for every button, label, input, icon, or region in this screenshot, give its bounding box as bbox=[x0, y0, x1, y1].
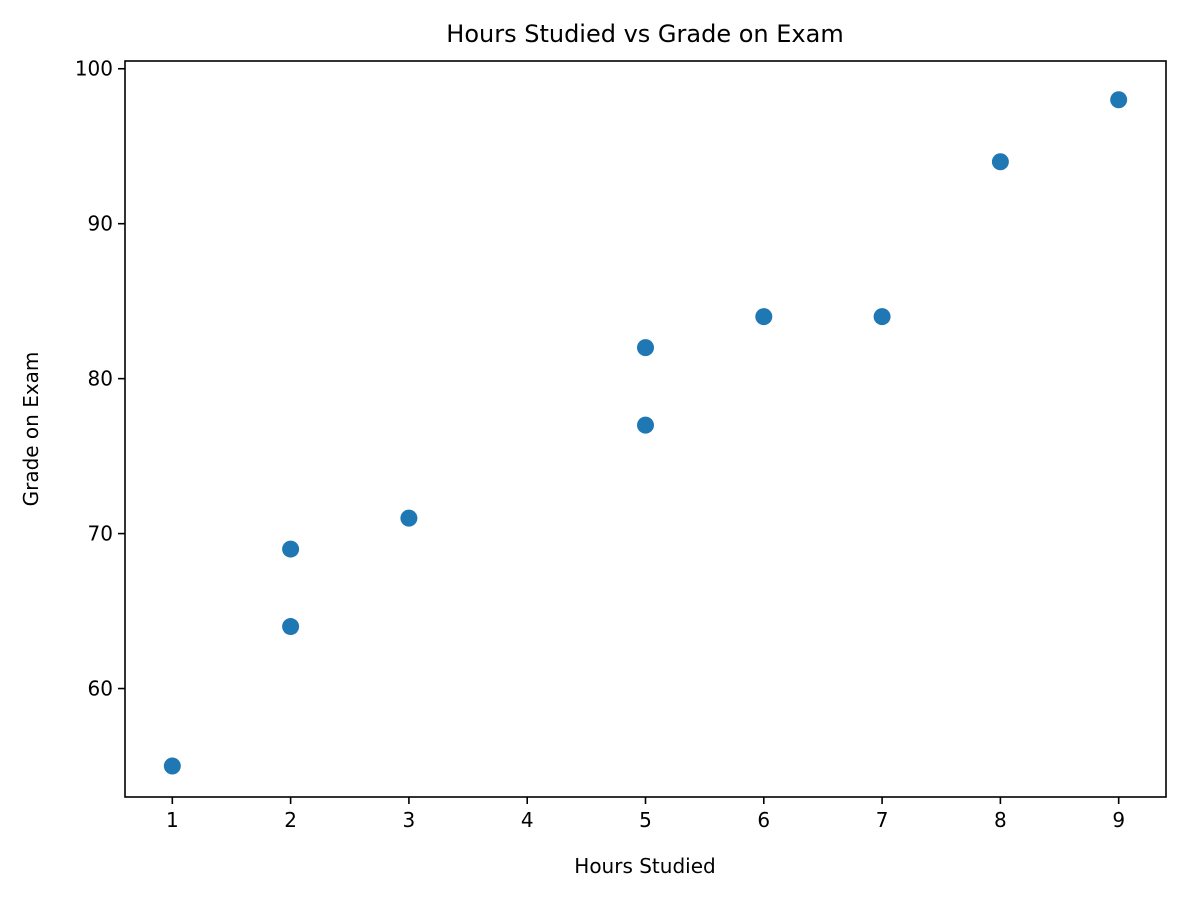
data-point bbox=[637, 416, 654, 434]
y-tick-label: 100 bbox=[75, 57, 113, 81]
data-point bbox=[282, 540, 300, 558]
x-tick-label: 8 bbox=[994, 808, 1007, 832]
x-tick-label: 3 bbox=[403, 808, 416, 832]
y-tick-label: 90 bbox=[88, 212, 113, 236]
data-point bbox=[991, 153, 1009, 171]
y-axis: 60 70 80 90 100 bbox=[75, 57, 125, 701]
data-point bbox=[163, 757, 181, 775]
x-tick-label: 6 bbox=[757, 808, 770, 832]
x-tick-label: 7 bbox=[876, 808, 889, 832]
x-tick-label: 5 bbox=[639, 808, 652, 832]
data-point bbox=[637, 339, 654, 357]
data-point bbox=[1110, 91, 1128, 109]
y-axis-label: Grade on Exam bbox=[19, 352, 43, 507]
data-point bbox=[755, 308, 773, 326]
data-points bbox=[163, 91, 1128, 775]
y-tick-label: 60 bbox=[88, 677, 113, 701]
y-tick-label: 80 bbox=[88, 367, 113, 391]
data-point bbox=[400, 509, 418, 527]
x-tick-label: 9 bbox=[1112, 808, 1125, 832]
x-axis-label: Hours Studied bbox=[574, 854, 715, 878]
y-tick-label: 70 bbox=[88, 522, 113, 546]
chart-title: Hours Studied vs Grade on Exam bbox=[446, 20, 843, 48]
x-tick-label: 1 bbox=[166, 808, 179, 832]
data-point bbox=[282, 618, 300, 636]
x-tick-label: 4 bbox=[521, 808, 534, 832]
data-point bbox=[873, 308, 891, 326]
x-axis: 1 2 3 4 5 6 7 8 9 bbox=[166, 797, 1125, 832]
x-tick-label: 2 bbox=[284, 808, 297, 832]
